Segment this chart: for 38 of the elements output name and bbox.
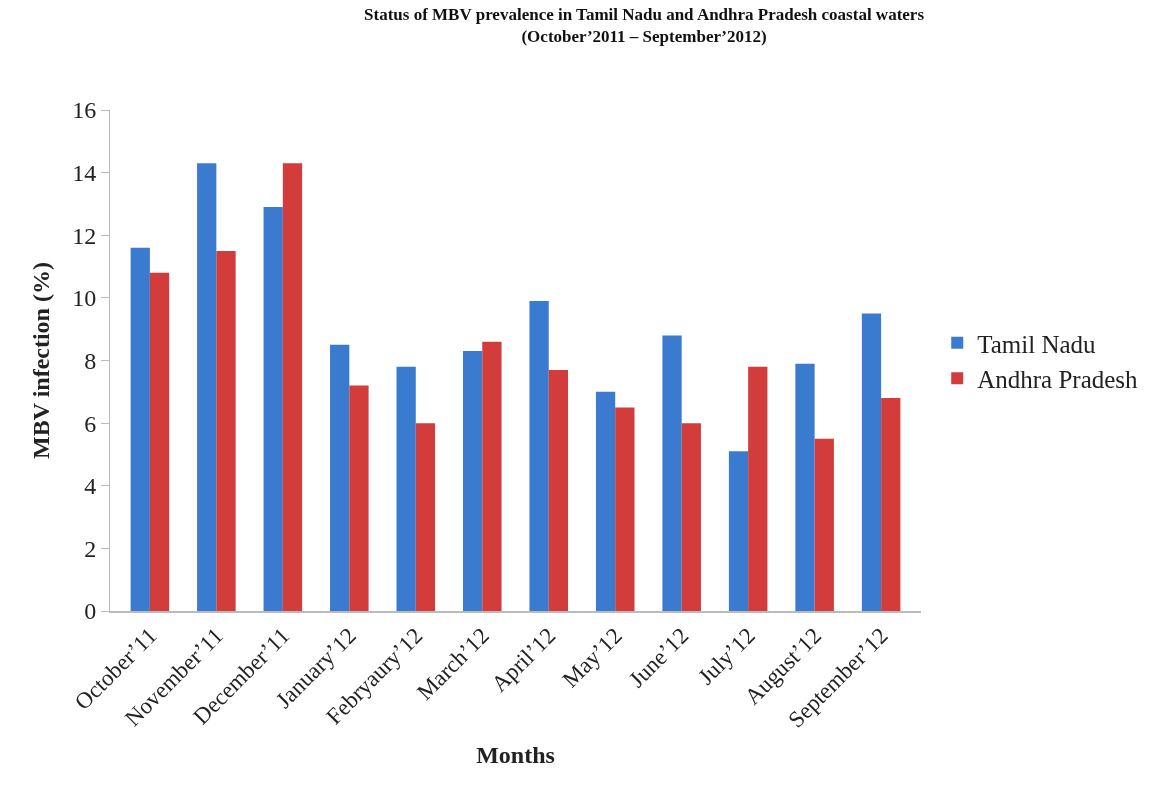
bar (330, 344, 350, 611)
bar (216, 250, 236, 611)
chart-title: Status of MBV prevalence in Tamil Nadu and Andhra Pradesh coastal waters (October’2011 – September’2012) (364, 5, 925, 47)
bar (814, 438, 834, 611)
bar (396, 366, 416, 611)
bar (349, 385, 369, 611)
y-tick-label: 10 (72, 285, 97, 312)
y-tick-label: 16 (72, 97, 97, 124)
bar (482, 341, 502, 611)
bar (615, 407, 635, 611)
bar (681, 423, 701, 611)
bar (529, 301, 549, 611)
bar (662, 335, 682, 611)
bar (263, 207, 283, 611)
y-tick-label: 6 (84, 410, 97, 437)
bar (881, 398, 901, 611)
bar (130, 247, 150, 611)
bar (795, 363, 815, 611)
legend-label: Andhra Pradesh (977, 366, 1139, 393)
bar (748, 366, 768, 611)
bar (462, 351, 483, 611)
bar (415, 423, 436, 611)
y-tick-label: 8 (84, 347, 97, 374)
legend-label: Tamil Nadu (977, 330, 1097, 358)
bar (149, 272, 170, 611)
y-tick-label: 14 (72, 160, 97, 187)
bar (548, 369, 569, 611)
y-axis-title: MBV infection (%) (28, 262, 55, 459)
y-tick-label: 12 (72, 222, 97, 249)
y-tick-label: 0 (84, 598, 97, 625)
bar (595, 391, 616, 611)
x-axis-title: Months (476, 742, 555, 769)
bar (861, 313, 882, 611)
bar (197, 163, 217, 611)
y-tick-label: 4 (84, 473, 97, 500)
y-tick-label: 2 (84, 535, 97, 562)
bar (282, 163, 303, 611)
bar (728, 451, 749, 611)
